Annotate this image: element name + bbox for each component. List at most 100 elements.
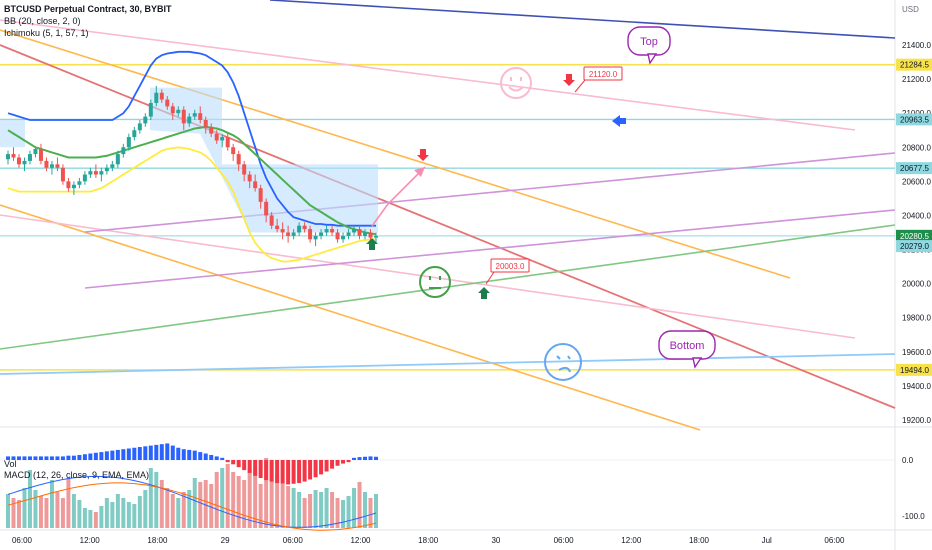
macd-histogram-bar xyxy=(291,460,296,484)
candle xyxy=(368,232,373,238)
price-axis-unit: USD xyxy=(902,5,919,14)
volume-bar xyxy=(286,486,291,528)
candle xyxy=(71,184,76,189)
candle xyxy=(264,201,269,216)
volume-bar xyxy=(352,488,357,528)
volume-bar xyxy=(170,494,175,528)
candle xyxy=(220,137,225,141)
macd-histogram-bar xyxy=(264,460,269,481)
volume-bar xyxy=(363,492,368,528)
macd-histogram-bar xyxy=(220,457,225,460)
price-tick-label: 20800.0 xyxy=(902,143,931,152)
volume-bar xyxy=(242,480,247,528)
macd-histogram-bar xyxy=(82,454,87,460)
volume-bar xyxy=(126,502,131,528)
volume-bar xyxy=(198,482,203,528)
price-tick-label: 21400.0 xyxy=(902,41,931,50)
neutral-face-icon xyxy=(419,266,451,298)
candle xyxy=(335,232,340,240)
volume-bar xyxy=(341,500,346,528)
candle xyxy=(49,164,54,168)
candle xyxy=(132,130,137,138)
bottom-bubble: Bottom xyxy=(670,340,705,352)
macd-histogram-bar xyxy=(148,445,153,460)
macd-histogram-bar xyxy=(346,460,351,463)
price-tag-value: 20963.5 xyxy=(900,115,929,124)
macd-histogram-bar xyxy=(77,454,82,460)
callout-pointer xyxy=(574,79,586,93)
volume-bar xyxy=(187,490,192,528)
ichimoku-legend: Ichimoku (5, 1, 57, 1) xyxy=(4,28,89,38)
macd-histogram-bar xyxy=(319,460,324,475)
volume-bar xyxy=(22,488,27,528)
macd-histogram-bar xyxy=(154,444,159,460)
candle xyxy=(341,235,346,240)
candle xyxy=(242,164,247,175)
volume-bar xyxy=(280,484,285,528)
volume-bar xyxy=(368,498,373,528)
volume-bar xyxy=(49,480,54,528)
volume-bar xyxy=(143,490,148,528)
macd-histogram-bar xyxy=(49,456,54,460)
candle xyxy=(148,102,153,117)
price-tick-label: 20600.0 xyxy=(902,177,931,186)
macd-tick-label: 0.0 xyxy=(902,456,914,465)
macd-histogram-bar xyxy=(88,453,93,460)
down-arrow-icon xyxy=(417,149,429,161)
candle xyxy=(104,167,109,172)
time-tick-label: 12:00 xyxy=(621,536,642,545)
candle xyxy=(126,137,131,148)
volume-bar xyxy=(16,500,21,528)
candle xyxy=(247,174,252,182)
time-tick-label: Jul xyxy=(762,536,772,545)
volume-bar xyxy=(181,492,186,528)
volume-bar xyxy=(275,474,280,528)
volume-bar xyxy=(214,472,219,528)
macd-histogram-bar xyxy=(71,455,76,460)
price-tick-label: 21200.0 xyxy=(902,75,931,84)
candle xyxy=(308,229,313,240)
candle xyxy=(330,229,335,233)
time-tick-label: 06:00 xyxy=(824,536,845,545)
vol-legend: Vol xyxy=(4,459,17,469)
price-tag-value: 21284.5 xyxy=(900,61,929,70)
candle xyxy=(198,113,203,120)
candle xyxy=(16,157,21,165)
price-tag-value: 20279.0 xyxy=(900,242,929,251)
candle xyxy=(214,133,219,141)
down-arrow-icon xyxy=(563,74,575,86)
candle xyxy=(209,126,214,134)
left-arrow-icon xyxy=(620,118,626,124)
macd-histogram-bar xyxy=(247,460,252,473)
volume-bar xyxy=(38,496,43,528)
candle xyxy=(165,99,170,107)
bottom-bubble-tail xyxy=(692,357,703,369)
volume-bar xyxy=(132,504,137,528)
candle xyxy=(280,229,285,233)
happy-face-icon-mouth xyxy=(508,86,524,92)
time-tick-label: 18:00 xyxy=(689,536,710,545)
macd-histogram-bar xyxy=(308,460,313,480)
candle xyxy=(33,148,38,155)
volume-bar xyxy=(82,508,87,528)
candle xyxy=(88,171,93,175)
trendline-pink-lower xyxy=(0,214,856,339)
candle xyxy=(269,215,274,226)
macd-histogram-bar xyxy=(203,453,208,460)
candle xyxy=(324,229,329,233)
candle xyxy=(286,232,291,236)
trendline-green xyxy=(0,224,896,350)
volume-bar xyxy=(55,492,60,528)
time-tick-label: 06:00 xyxy=(554,536,575,545)
volume-bar xyxy=(104,498,109,528)
macd-histogram-bar xyxy=(335,460,340,466)
candle xyxy=(253,181,258,189)
projection-arrowhead xyxy=(414,167,425,177)
macd-tick-label: -100.0 xyxy=(902,512,925,521)
candle xyxy=(374,235,378,238)
volume-bar xyxy=(258,484,263,528)
macd-histogram-bar xyxy=(137,447,142,460)
candle xyxy=(192,113,197,117)
time-tick-label: 18:00 xyxy=(418,536,439,545)
